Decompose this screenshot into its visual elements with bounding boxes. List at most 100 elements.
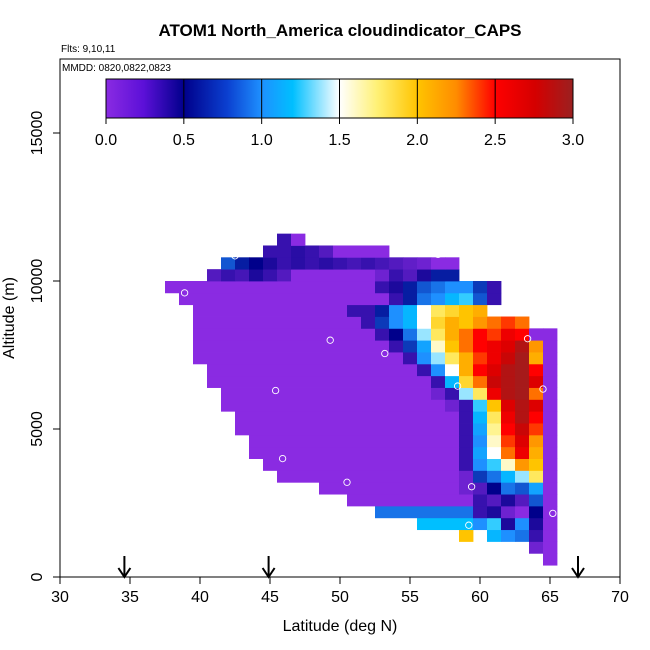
heatmap-cell [459,446,474,459]
sample-point [453,382,462,390]
sample-point [231,252,239,260]
heatmap-cell [417,269,432,282]
heatmap-cell [473,470,488,483]
heatmap-cell [207,363,418,377]
heatmap-cell [473,304,488,317]
heatmap-cell [445,387,460,400]
heatmap-cell [529,458,544,471]
heatmap-cell [501,399,516,412]
heatmap-cell [417,292,432,306]
heatmap-cell [263,245,278,258]
heatmap-cell [473,375,488,388]
heatmap-cell [487,292,502,306]
sample-point [572,336,581,344]
heatmap-cell [459,411,474,424]
heatmap-cell [389,316,404,329]
x-axis: 30 35 40 45 50 55 60 65 70 [51,577,629,606]
heatmap-cell [529,328,544,341]
sample-point [523,335,532,343]
heatmap-cell [487,375,502,388]
heatmap-cell [501,446,516,459]
x-tick-label: 30 [51,589,69,606]
x-axis-label: Latitude (deg N) [283,618,398,635]
heatmap-cell [501,517,516,531]
sample-points [180,221,581,529]
heatmap-cell [515,517,530,531]
colorbar-tick-label: 0.5 [173,132,195,149]
heatmap-cell [529,470,544,483]
heatmap-cell [515,340,530,353]
heatmap-cell [445,328,460,341]
heatmap-cell [473,316,488,329]
flight-markers [117,556,585,579]
heatmap-cell [501,316,516,329]
heatmap-cell [291,269,376,282]
heatmap-cell [529,423,544,436]
heatmap-cell [501,375,516,388]
heatmap-cell [207,375,432,388]
heatmap-cell [515,399,530,412]
heatmap-cell [501,470,516,483]
heatmap-cell [277,269,292,282]
y-axis-label: Altitude (m) [1,277,18,359]
heatmap-cell [529,505,544,519]
heatmap-cell [501,387,516,400]
heatmap-cell [277,245,292,258]
colorbar-tick-label: 0.0 [95,132,117,149]
y-tick-label: 5000 [29,411,46,447]
heatmap-cell [361,304,376,317]
heatmap-cell [445,269,460,282]
x-tick-label: 55 [401,589,419,606]
heatmap-cell [459,328,474,341]
flight-arrow-head [117,567,132,579]
heatmap-cell [459,292,474,306]
heatmap-cell [347,304,362,317]
heatmap-cell [375,257,390,270]
heatmap-cell [543,363,558,377]
sample-point [278,454,287,463]
heatmap-cell [473,505,488,519]
heatmap-cell [417,304,432,317]
heatmap-cell [487,399,502,412]
heatmap-cell [543,387,558,400]
heatmap-cell [473,292,488,306]
heatmap-cell [501,328,516,341]
heatmap-cell [501,505,516,519]
heatmap-cell [529,375,544,388]
colorbar-tick-label: 1.5 [328,132,350,149]
heatmap-cell [249,257,264,270]
heatmap-cell [389,304,404,317]
heatmap-cell [515,316,530,329]
heatmap-cell [417,340,432,353]
heatmap-cell [403,340,418,353]
heatmap-cell [543,423,558,436]
heatmap-cell [389,281,404,294]
heatmap-cell [375,269,390,282]
sample-point [361,234,369,242]
heatmap-cell [431,281,446,294]
heatmap-cell [459,470,474,483]
heatmap-cell [445,292,460,306]
heatmap-cell [431,257,446,270]
heatmap-cell [487,352,502,365]
heatmap-cell [515,482,530,495]
heatmap-cell [333,245,390,258]
heatmap-cell [501,458,516,471]
heatmap-cell [249,434,460,448]
heatmap-cell [361,257,376,270]
heatmap-cell [221,399,446,412]
heatmap-cell [445,304,460,317]
heatmap-cell [445,316,460,329]
heatmap-cell [459,304,474,317]
heatmap-cell [473,281,488,294]
heatmap-cell [445,281,460,294]
heatmap-cell [389,257,404,270]
sample-point [381,349,389,358]
heatmap-cell [529,482,544,495]
heatmap-cell [277,233,292,246]
heatmap-cell [543,482,558,495]
heatmap-cell [375,328,390,341]
heatmap-cell [459,423,474,436]
heatmap-cell [459,281,474,294]
